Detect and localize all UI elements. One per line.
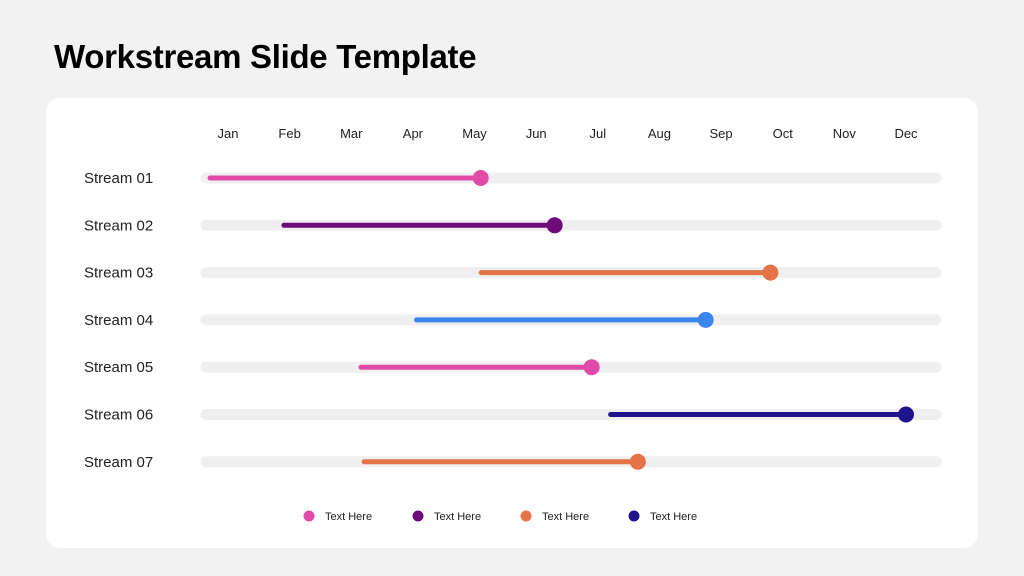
legend-label: Text Here <box>650 511 697 523</box>
month-tick-label: Jul <box>590 126 607 141</box>
month-tick-label: Nov <box>833 126 857 141</box>
legend-marker <box>303 510 315 522</box>
legend-marker <box>628 510 640 522</box>
stream-label: Stream 06 <box>84 407 153 424</box>
stream-end-marker[interactable] <box>583 359 600 376</box>
month-tick-label: Feb <box>278 126 300 141</box>
stream-end-marker[interactable] <box>762 264 779 281</box>
stream-label: Stream 02 <box>84 217 153 234</box>
stream-end-marker[interactable] <box>472 170 489 186</box>
legend-marker <box>412 510 424 522</box>
legend-marker <box>520 510 532 522</box>
month-tick-label: Aug <box>648 126 671 141</box>
stream-label: Stream 01 <box>84 170 153 187</box>
stream-label: Stream 03 <box>84 265 153 282</box>
stream-label: Stream 05 <box>84 359 153 376</box>
stream-end-marker[interactable] <box>546 217 563 234</box>
stream-end-marker[interactable] <box>629 453 646 470</box>
legend-label: Text Here <box>542 511 589 523</box>
month-tick-label: Jun <box>526 126 547 141</box>
month-tick-label: Sep <box>710 126 733 141</box>
stream-label: Stream 04 <box>84 312 153 329</box>
month-tick-label: Jan <box>218 126 239 141</box>
legend-label: Text Here <box>434 511 481 523</box>
month-tick-label: Mar <box>340 126 363 141</box>
stream-label: Stream 07 <box>84 454 153 471</box>
stream-end-marker[interactable] <box>898 406 914 423</box>
stream-end-marker[interactable] <box>697 311 714 328</box>
page-title: Workstream Slide Template <box>54 38 477 75</box>
month-tick-label: Oct <box>773 126 794 141</box>
legend-label: Text Here <box>325 511 372 523</box>
month-tick-label: Dec <box>894 126 918 141</box>
month-tick-label: Apr <box>403 126 424 141</box>
month-tick-label: May <box>462 126 487 141</box>
